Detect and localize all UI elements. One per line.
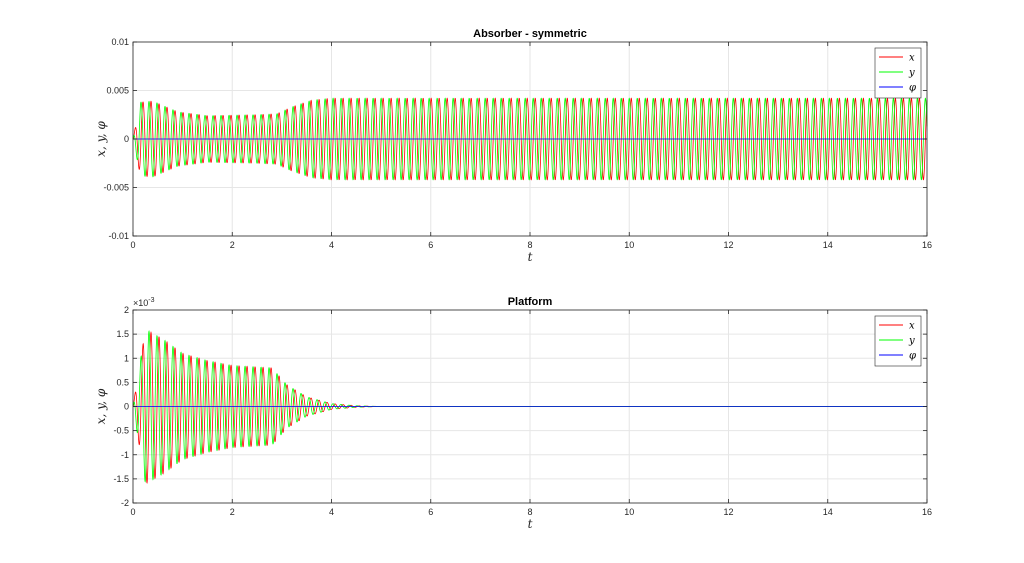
legend-entry-y: y (908, 336, 915, 347)
legend-entry-x: x (909, 321, 915, 332)
legend: xyφ (874, 47, 922, 99)
legend-entry-x: x (909, 53, 915, 64)
y-tick-label: -1 (121, 450, 129, 460)
legend-box (874, 315, 922, 367)
chart-2: 0 2 4 6 8 10 12 14 16 -2 -1.5 -1 -0.5 0 0.5 1 1.5 2 ×10-3 P… (94, 296, 932, 531)
x-tick-label: 6 (428, 507, 433, 517)
x-tick-label: 14 (823, 240, 833, 250)
y-tick-label: 0 (124, 134, 129, 144)
x-tick-label: 2 (230, 507, 235, 517)
x-tick-label: 4 (329, 507, 334, 517)
chart-title: Absorber - symmetric (473, 28, 587, 40)
x-tick-label: 2 (230, 240, 235, 250)
y-tick-label: 0.01 (111, 37, 129, 47)
y-exponent-label: ×10-3 (133, 297, 155, 308)
x-axis-label: t (528, 517, 533, 531)
x-tick-label: 6 (428, 240, 433, 250)
y-tick-label: 0.5 (116, 377, 129, 387)
y-tick-label: 2 (124, 305, 129, 315)
y-tick-label: 1.5 (116, 329, 129, 339)
legend-entry-φ: φ (909, 351, 916, 362)
x-tick-label: 4 (329, 240, 334, 250)
x-tick-label: 8 (527, 240, 532, 250)
y-tick-label: 0 (124, 402, 129, 412)
x-tick-label: 16 (922, 240, 932, 250)
x-tick-label: 10 (624, 240, 634, 250)
legend-box (874, 47, 922, 99)
chart-1: 0 2 4 6 8 10 12 14 16 -0.01 -0.005 0 0.005 0.01 Absorb… (94, 28, 932, 264)
y-tick-label: -0.005 (103, 183, 129, 193)
legend: xyφ (874, 315, 922, 367)
y-tick-label: -1.5 (113, 474, 129, 484)
x-tick-label: 0 (130, 240, 135, 250)
x-axis-label: t (528, 250, 533, 264)
y-axis-label: x, y, φ (94, 388, 108, 424)
x-tick-label: 0 (130, 507, 135, 517)
y-tick-label: 1 (124, 353, 129, 363)
x-tick-label: 8 (527, 507, 532, 517)
y-tick-label: -0.01 (108, 231, 129, 241)
x-tick-label: 12 (723, 507, 733, 517)
legend-entry-y: y (908, 68, 915, 79)
series-line-y (132, 97, 928, 181)
y-tick-label: 0.005 (106, 86, 129, 96)
legend-entry-φ: φ (909, 83, 916, 94)
y-axis-label: x, y, φ (94, 121, 108, 157)
x-tick-label: 14 (823, 507, 833, 517)
x-tick-label: 16 (922, 507, 932, 517)
series-line-x (132, 97, 928, 181)
y-tick-label: -0.5 (113, 426, 129, 436)
y-tick-label: -2 (121, 498, 129, 508)
x-tick-label: 12 (723, 240, 733, 250)
chart-title: Platform (508, 296, 553, 308)
x-tick-label: 10 (624, 507, 634, 517)
